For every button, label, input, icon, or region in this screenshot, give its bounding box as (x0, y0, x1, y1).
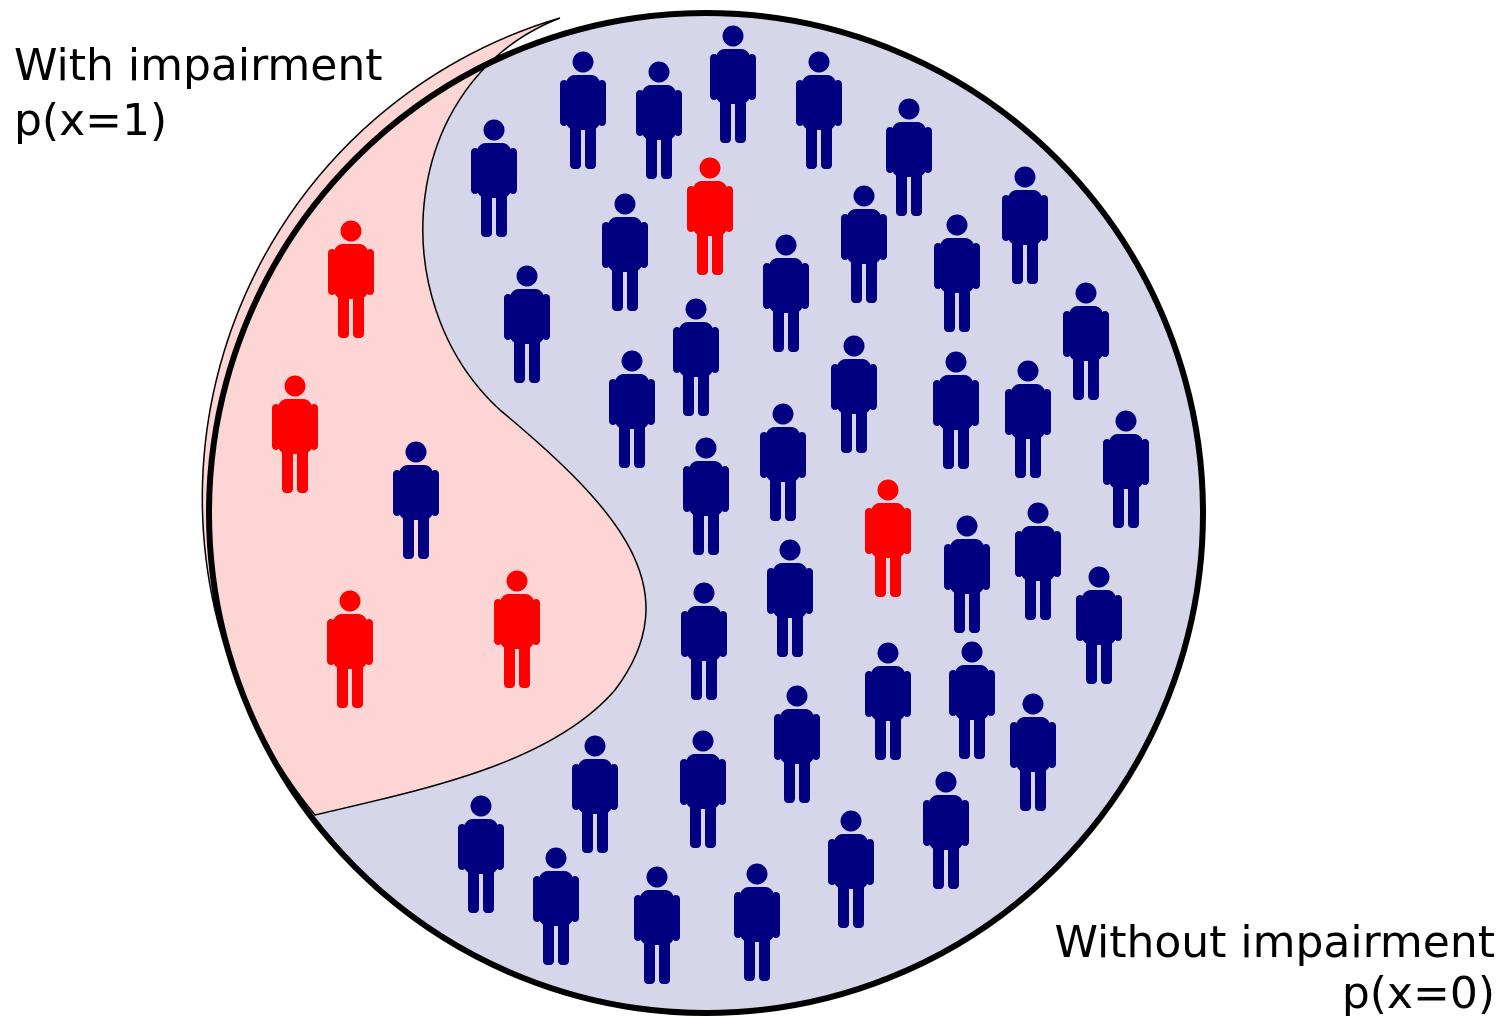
impaired-probability: p(x=1) (14, 95, 167, 146)
population-circle (206, 10, 1206, 1016)
impaired-label: With impairment (14, 40, 382, 91)
unimpaired-label: Without impairment (1054, 917, 1495, 968)
unimpaired-probability: p(x=0) (1342, 968, 1495, 1016)
